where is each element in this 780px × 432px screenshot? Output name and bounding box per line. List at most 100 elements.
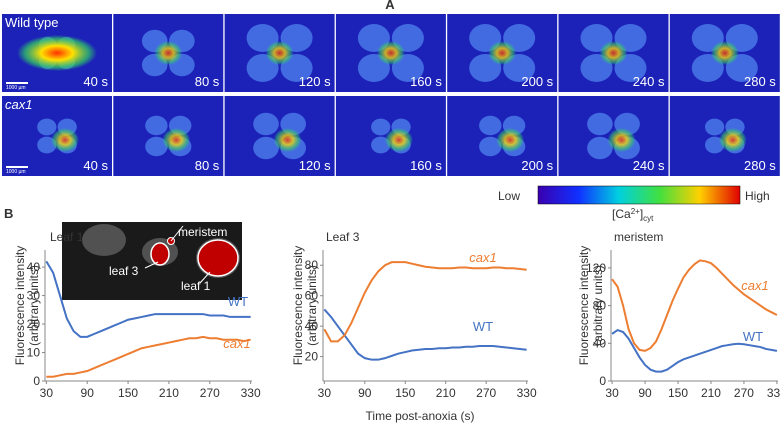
y-tick-label: 0 xyxy=(33,374,40,388)
signal xyxy=(718,128,747,152)
leaf xyxy=(587,112,613,136)
x-tick-label: 90 xyxy=(358,386,372,400)
row-label: Wild type xyxy=(5,15,58,30)
signal xyxy=(376,41,405,65)
y-tick-label: 20 xyxy=(305,350,319,364)
leaf xyxy=(253,136,279,160)
leaf xyxy=(587,136,613,160)
signal xyxy=(265,41,294,65)
leaf xyxy=(479,136,502,157)
x-tick-label: 330 xyxy=(767,386,780,400)
x-tick-label: 210 xyxy=(701,386,721,400)
inset-label: meristem xyxy=(178,225,227,239)
time-label: 280 s xyxy=(744,158,776,173)
signal xyxy=(496,128,525,152)
time-label: 200 s xyxy=(521,74,553,89)
leaf xyxy=(145,115,168,136)
time-label: 240 s xyxy=(633,74,665,89)
x-tick-label: 270 xyxy=(734,386,754,400)
leaf xyxy=(37,118,57,136)
time-label: 120 s xyxy=(299,74,331,89)
line xyxy=(323,261,527,343)
x-tick-label: 150 xyxy=(118,386,138,400)
signal xyxy=(488,41,517,65)
time-label: 80 s xyxy=(195,158,220,173)
y-axis-label: (arbitrary units) xyxy=(591,265,605,346)
leaf xyxy=(479,115,502,136)
y-axis-label: Fluorescence intensity xyxy=(291,246,305,365)
series-label: WT xyxy=(473,319,493,334)
time-label: 40 s xyxy=(83,158,108,173)
inset-label: leaf 1 xyxy=(181,279,211,293)
panel-label: A xyxy=(385,0,395,12)
colorbar-gradient xyxy=(537,185,741,205)
x-tick-label: 330 xyxy=(517,386,537,400)
signal xyxy=(51,128,79,152)
x-tick-label: 150 xyxy=(668,386,688,400)
time-label: 160 s xyxy=(410,158,442,173)
leaf xyxy=(705,118,725,136)
signal xyxy=(607,128,636,152)
leaf xyxy=(371,118,391,136)
colorbar-low: Low xyxy=(498,189,520,203)
x-tick-label: 90 xyxy=(638,386,652,400)
signal xyxy=(17,35,97,71)
time-label: 200 s xyxy=(521,158,553,173)
scale-bar-label: 1000 µm xyxy=(6,169,26,175)
x-tick-label: 150 xyxy=(395,386,415,400)
x-tick-label: 30 xyxy=(40,386,54,400)
y-axis-label: (arbitrary units) xyxy=(27,265,41,346)
series-label: cax1 xyxy=(741,278,768,293)
y-tick-label: 60 xyxy=(305,289,319,303)
leaf xyxy=(145,136,168,157)
panel-label: B xyxy=(4,206,13,221)
y-tick-label: 40 xyxy=(593,336,607,350)
y-tick-label: 0 xyxy=(599,374,606,388)
x-tick-label: 330 xyxy=(241,386,261,400)
signal xyxy=(599,41,628,65)
x-tick-label: 270 xyxy=(200,386,220,400)
x-tick-label: 90 xyxy=(81,386,95,400)
series-label: cax1 xyxy=(469,250,496,265)
x-tick-label: 210 xyxy=(436,386,456,400)
y-tick-label: 120 xyxy=(586,261,606,275)
time-label: 40 s xyxy=(83,74,108,89)
y-tick-label: 40 xyxy=(27,260,41,274)
x-tick-label: 30 xyxy=(605,386,619,400)
time-label: 240 s xyxy=(633,158,665,173)
colorbar-high: High xyxy=(745,189,770,203)
series-label: cax1 xyxy=(223,336,250,351)
line xyxy=(323,308,527,361)
y-tick-label: 20 xyxy=(27,317,41,331)
y-axis-label: Fluorescence intensity xyxy=(577,246,591,365)
row-label: cax1 xyxy=(5,97,32,112)
time-label: 160 s xyxy=(410,74,442,89)
x-tick-label: 210 xyxy=(159,386,179,400)
line xyxy=(46,335,251,378)
inset-image: meristem leaf 3 leaf 1 xyxy=(62,222,242,300)
y-tick-label: 80 xyxy=(305,258,319,272)
y-tick-label: 30 xyxy=(27,289,41,303)
x-tick-label: 30 xyxy=(318,386,332,400)
colorbar-label: [Ca2+]cyt xyxy=(612,207,654,223)
time-label: 280 s xyxy=(744,74,776,89)
series-label: WT xyxy=(743,329,763,344)
y-axis-label: Fluorescence intensity xyxy=(13,246,27,365)
line xyxy=(45,260,251,338)
chart-title: meristem xyxy=(614,230,663,244)
series-label: WT xyxy=(228,294,248,309)
colorbar: Low High [Ca2+]cyt xyxy=(498,185,770,223)
chart-title: Leaf 3 xyxy=(326,230,360,244)
signal xyxy=(154,41,183,65)
chart-title: Leaf 1 xyxy=(50,230,84,244)
y-axis-label: (arbitrary units) xyxy=(305,265,319,346)
y-tick-label: 40 xyxy=(305,319,319,333)
x-axis-label: Time post-anoxia (s) xyxy=(366,409,475,423)
time-label: 80 s xyxy=(195,74,220,89)
line xyxy=(611,328,778,373)
signal xyxy=(273,128,302,152)
x-tick-label: 270 xyxy=(476,386,496,400)
inset-label: leaf 3 xyxy=(109,264,139,278)
signal xyxy=(710,41,739,65)
